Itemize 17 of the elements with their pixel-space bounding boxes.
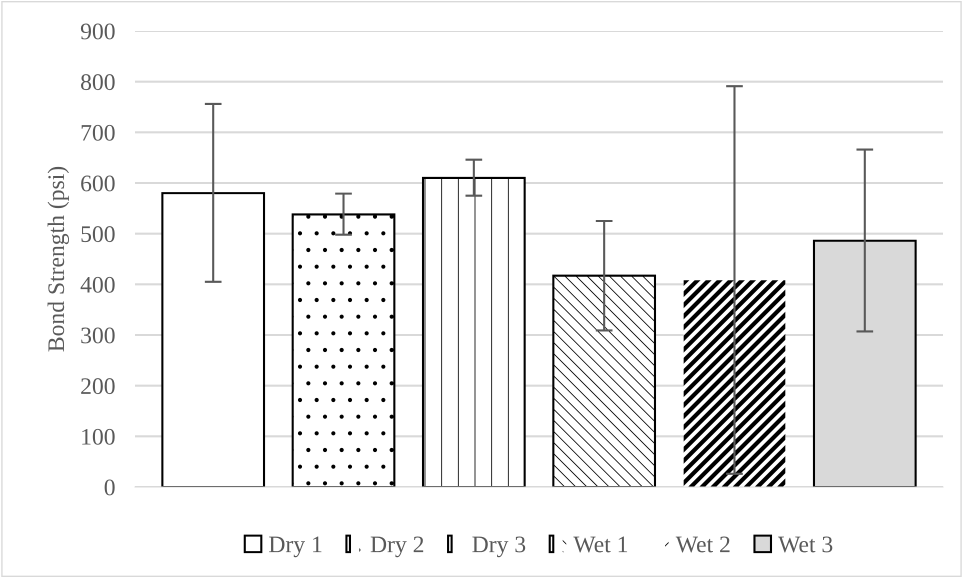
y-tick-label: 0 (104, 479, 115, 496)
y-tick-label: 200 (81, 378, 115, 394)
y-tick-label: 900 (80, 23, 115, 40)
legend-label: Wet 3 (778, 536, 832, 552)
text: Wet 2 (676, 536, 730, 552)
text: Wet 1 (573, 536, 628, 552)
legend-label: Dry 3 (472, 536, 526, 558)
y-tick-label: 800 (81, 74, 115, 90)
y-tick-label: 100 (82, 428, 115, 445)
text: Dry 2 (370, 536, 424, 558)
y-tick-label: 700 (82, 124, 115, 141)
legend-label: Dry 1 (269, 536, 322, 558)
y-tick-label: 500 (82, 226, 115, 242)
y-tick-label: 600 (81, 175, 115, 192)
y-axis-title: Bond Strength (psi) (48, 166, 70, 352)
y-tick-label: 400 (80, 276, 115, 293)
y-tick-label: 300 (81, 327, 115, 344)
